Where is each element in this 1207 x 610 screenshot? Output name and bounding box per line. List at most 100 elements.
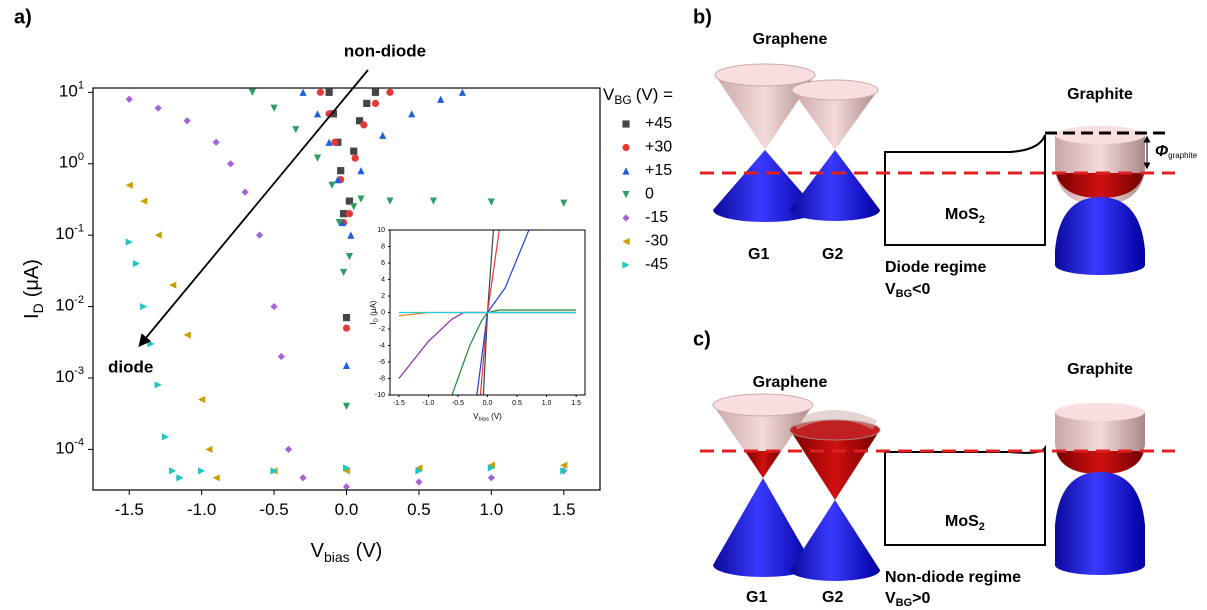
y-tick-label: 4 bbox=[381, 276, 385, 283]
legend-marker bbox=[622, 120, 629, 127]
text: 10 bbox=[59, 153, 78, 172]
cone-top bbox=[713, 394, 813, 416]
legend-marker bbox=[622, 167, 629, 174]
y-axis-label: ID(μA) bbox=[369, 300, 380, 324]
cone-top bbox=[715, 64, 815, 86]
graphene-label: Graphene bbox=[753, 374, 828, 391]
graphite-band bbox=[1055, 197, 1145, 275]
y-tick-label: 2 bbox=[381, 293, 385, 300]
marker bbox=[169, 281, 176, 288]
graphite-label: Graphite bbox=[1067, 361, 1133, 378]
panel-label: c) bbox=[693, 328, 711, 350]
marker bbox=[292, 126, 299, 133]
regime-label: Diode regime bbox=[885, 259, 986, 276]
marker bbox=[285, 446, 292, 453]
x-tick-label: 0.0 bbox=[483, 400, 493, 407]
y-tick-label: 6 bbox=[381, 260, 385, 267]
marker bbox=[213, 139, 220, 146]
text: 2 bbox=[979, 521, 985, 533]
figure: a) -1.5-1.0-0.50.00.51.01.510110010-110-… bbox=[0, 0, 1207, 610]
marker bbox=[372, 100, 379, 107]
x-tick-label: 1.5 bbox=[552, 500, 576, 519]
marker bbox=[326, 89, 333, 96]
mos2-label: MoS2 bbox=[945, 206, 985, 226]
marker bbox=[317, 89, 324, 96]
legend-marker bbox=[622, 261, 629, 268]
y-tick-label: 8 bbox=[381, 243, 385, 250]
mos2-label: MoS2 bbox=[945, 513, 985, 533]
marker bbox=[249, 89, 256, 96]
text: MoS bbox=[945, 206, 979, 223]
marker bbox=[363, 100, 370, 107]
text: bias bbox=[479, 417, 489, 423]
legend-label: -30 bbox=[645, 233, 668, 250]
y-tick-label: 10 bbox=[377, 227, 385, 234]
text: (V) bbox=[491, 412, 502, 421]
text: D bbox=[30, 303, 46, 313]
marker bbox=[299, 89, 306, 96]
band-top bbox=[1055, 126, 1145, 144]
text: 0 bbox=[78, 151, 84, 163]
legend-marker bbox=[622, 214, 629, 221]
y-tick-label: -8 bbox=[379, 375, 385, 382]
marker bbox=[488, 474, 495, 481]
vbg-label: VBG<0 bbox=[885, 281, 931, 300]
legend-marker bbox=[622, 191, 629, 198]
marker bbox=[270, 303, 277, 310]
marker bbox=[350, 148, 357, 155]
panel-label: b) bbox=[693, 6, 712, 28]
text: -4 bbox=[74, 437, 84, 449]
text: -2 bbox=[74, 294, 84, 306]
x-tick-label: 0.5 bbox=[407, 500, 431, 519]
x-tick-label: -1.5 bbox=[393, 400, 405, 407]
marker bbox=[560, 200, 567, 207]
marker bbox=[205, 446, 212, 453]
legend-marker bbox=[622, 238, 629, 245]
marker bbox=[155, 105, 162, 112]
marker bbox=[357, 167, 364, 174]
text: (V) bbox=[356, 540, 383, 562]
marker bbox=[184, 117, 191, 124]
text: D bbox=[374, 318, 380, 322]
y-axis-label: ID(μA) bbox=[21, 259, 45, 319]
legend-label: +45 bbox=[645, 115, 672, 132]
x-tick-label: 0.0 bbox=[335, 500, 359, 519]
panel-label: a) bbox=[14, 6, 32, 28]
legend-label: -15 bbox=[645, 209, 668, 226]
marker bbox=[488, 199, 495, 206]
marker bbox=[140, 197, 147, 204]
cone bbox=[790, 500, 880, 581]
marker bbox=[126, 182, 133, 189]
text: 10 bbox=[55, 296, 74, 315]
marker bbox=[386, 197, 393, 204]
annotation: non-diode bbox=[344, 41, 426, 60]
marker bbox=[343, 483, 350, 490]
marker bbox=[343, 403, 350, 410]
marker bbox=[133, 260, 140, 267]
marker bbox=[126, 238, 133, 245]
marker bbox=[343, 314, 350, 321]
marker bbox=[408, 110, 415, 117]
text: (μA) bbox=[21, 259, 43, 297]
text: 10 bbox=[59, 82, 78, 101]
marker bbox=[347, 232, 354, 239]
panel-b: b) Graphene Graphite MoS2 Φgraphite G1 G… bbox=[693, 6, 1198, 300]
marker bbox=[147, 340, 154, 347]
filled-states bbox=[1056, 451, 1144, 474]
marker bbox=[459, 89, 466, 96]
y-tick-label: 101 bbox=[59, 79, 84, 100]
y-tick-label: -6 bbox=[379, 359, 385, 366]
text: BG bbox=[614, 93, 631, 107]
marker bbox=[314, 110, 321, 117]
y-tick-label: 10-3 bbox=[55, 365, 84, 386]
graphene-label: Graphene bbox=[753, 31, 828, 48]
text: -3 bbox=[74, 365, 84, 377]
text: 10 bbox=[55, 439, 74, 458]
text: (μA) bbox=[369, 300, 378, 316]
x-tick-label: -0.5 bbox=[452, 400, 464, 407]
mos2-band bbox=[885, 448, 1045, 545]
marker bbox=[415, 478, 422, 485]
marker bbox=[270, 105, 277, 112]
marker bbox=[346, 253, 353, 260]
x-tick-label: 1.0 bbox=[480, 500, 504, 519]
